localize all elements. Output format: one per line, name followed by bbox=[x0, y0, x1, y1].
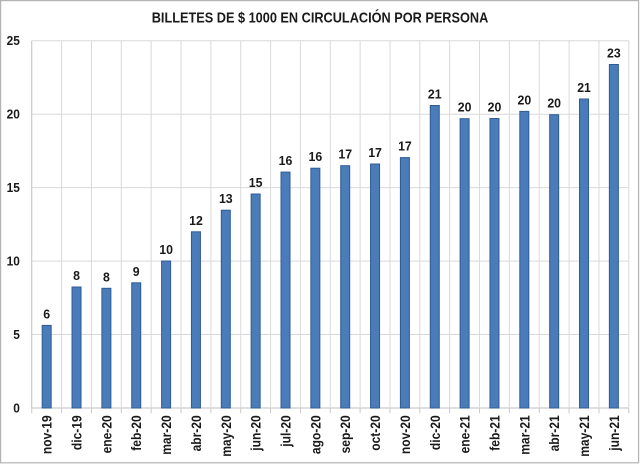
svg-text:dic-20: dic-20 bbox=[427, 415, 443, 450]
svg-text:mar-21: mar-21 bbox=[516, 415, 532, 454]
svg-text:21: 21 bbox=[428, 86, 442, 102]
svg-text:abr-21: abr-21 bbox=[546, 415, 562, 451]
svg-text:10: 10 bbox=[7, 254, 20, 269]
svg-text:oct-20: oct-20 bbox=[367, 415, 383, 450]
svg-text:12: 12 bbox=[189, 212, 203, 228]
svg-text:8: 8 bbox=[103, 269, 110, 285]
svg-text:20: 20 bbox=[517, 92, 531, 108]
svg-text:16: 16 bbox=[279, 153, 293, 169]
svg-text:17: 17 bbox=[338, 146, 352, 162]
svg-text:0: 0 bbox=[13, 401, 20, 416]
svg-text:may-21: may-21 bbox=[576, 415, 592, 456]
svg-text:abr-20: abr-20 bbox=[188, 415, 204, 451]
svg-text:6: 6 bbox=[43, 306, 50, 322]
svg-text:ene-20: ene-20 bbox=[99, 415, 115, 453]
svg-text:ene-21: ene-21 bbox=[457, 415, 473, 453]
svg-text:16: 16 bbox=[309, 149, 323, 165]
svg-text:9: 9 bbox=[133, 263, 140, 279]
svg-text:15: 15 bbox=[7, 180, 20, 195]
svg-text:5: 5 bbox=[13, 327, 20, 342]
svg-text:nov-20: nov-20 bbox=[397, 415, 413, 454]
svg-text:feb-20: feb-20 bbox=[128, 415, 144, 450]
svg-text:15: 15 bbox=[249, 175, 263, 191]
svg-text:13: 13 bbox=[219, 191, 233, 207]
svg-text:20: 20 bbox=[7, 107, 20, 122]
svg-text:feb-21: feb-21 bbox=[487, 415, 503, 450]
svg-text:21: 21 bbox=[577, 80, 591, 96]
svg-text:mar-20: mar-20 bbox=[158, 415, 174, 454]
svg-text:jul-20: jul-20 bbox=[278, 415, 294, 447]
svg-text:jun-20: jun-20 bbox=[248, 415, 264, 451]
svg-text:may-20: may-20 bbox=[218, 415, 234, 456]
svg-text:nov-19: nov-19 bbox=[39, 415, 55, 454]
svg-text:25: 25 bbox=[7, 34, 20, 49]
svg-text:17: 17 bbox=[368, 145, 382, 161]
svg-text:20: 20 bbox=[547, 95, 561, 111]
svg-text:20: 20 bbox=[488, 99, 502, 115]
svg-text:jun-21: jun-21 bbox=[606, 415, 622, 451]
svg-text:10: 10 bbox=[159, 242, 173, 258]
svg-text:20: 20 bbox=[458, 99, 472, 115]
svg-text:8: 8 bbox=[73, 268, 80, 284]
svg-text:dic-19: dic-19 bbox=[69, 415, 85, 450]
svg-text:sep-20: sep-20 bbox=[337, 415, 353, 453]
svg-text:23: 23 bbox=[607, 45, 621, 61]
svg-text:ago-20: ago-20 bbox=[307, 415, 323, 454]
svg-text:BILLETES DE $ 1000 EN CIRCULAC: BILLETES DE $ 1000 EN CIRCULACIÓN POR PE… bbox=[152, 7, 489, 25]
svg-text:17: 17 bbox=[398, 138, 412, 154]
